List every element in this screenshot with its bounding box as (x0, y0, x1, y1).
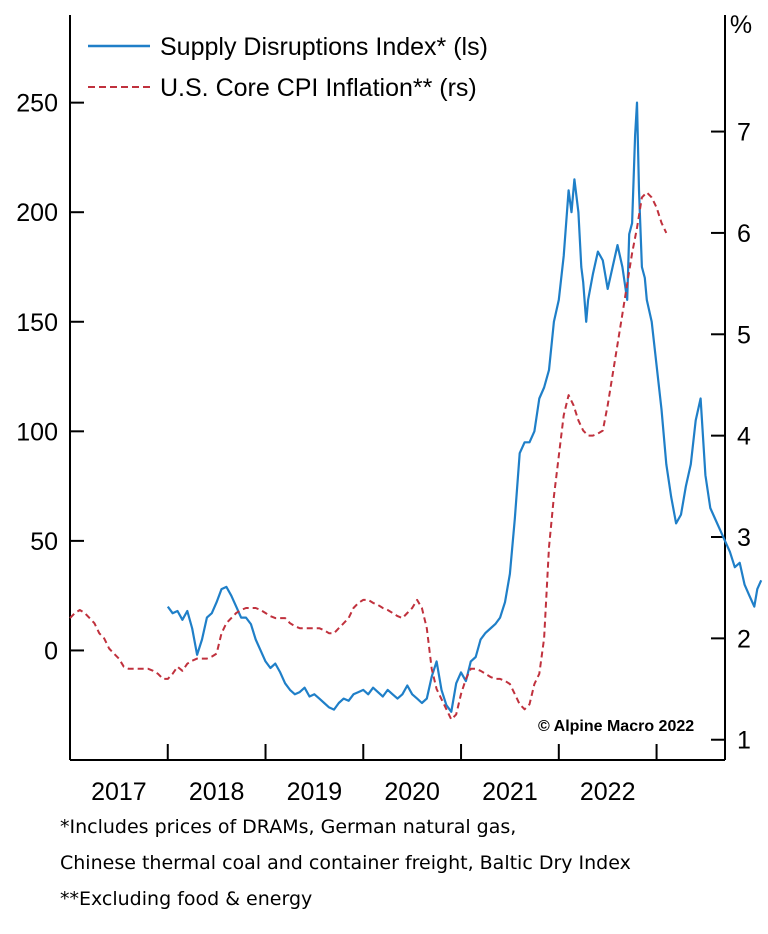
right-tick-label: 4 (737, 423, 751, 451)
left-tick-label: 150 (16, 309, 58, 337)
footnote-line-3: **Excluding food & energy (60, 888, 313, 910)
supply-disruptions-line (166, 101, 763, 713)
right-tick-label: 2 (737, 625, 751, 653)
core-cpi-line (69, 191, 668, 721)
left-tick-label: 0 (44, 637, 58, 665)
right-tick-label: 6 (737, 220, 751, 248)
left-tick-label: 50 (30, 528, 58, 556)
x-tick-label: 2020 (384, 778, 440, 806)
right-axis-unit: % (730, 11, 752, 39)
plot-frame (69, 15, 726, 761)
left-tick-label: 100 (16, 418, 58, 446)
right-tick-label: 7 (737, 119, 751, 147)
x-tick-label: 2018 (189, 778, 245, 806)
x-tick-label: 2017 (91, 778, 147, 806)
legend-label-cpi: U.S. Core CPI Inflation** (rs) (160, 74, 477, 102)
right-tick-label: 3 (737, 524, 751, 552)
left-tick-label: 200 (16, 199, 58, 227)
x-tick-label: 2022 (580, 778, 636, 806)
legend: Supply Disruptions Index* (ls) U.S. Core… (88, 33, 488, 102)
footnote-line-2: Chinese thermal coal and container freig… (60, 852, 631, 874)
x-tick-label: 2019 (287, 778, 343, 806)
x-tick-label: 2021 (482, 778, 538, 806)
footnote-line-1: *Includes prices of DRAMs, German natura… (60, 816, 517, 838)
copyright-notice: © Alpine Macro 2022 (538, 718, 694, 735)
left-tick-label: 250 (16, 90, 58, 118)
chart: 0 50 100 150 200 250 1 2 3 4 5 6 7% 2017 2018 2019 2020 2… (16, 11, 763, 806)
legend-label-supply: Supply Disruptions Index* (ls) (160, 33, 488, 61)
right-tick-label: 5 (737, 321, 751, 349)
right-tick-label: 1 (737, 727, 751, 755)
